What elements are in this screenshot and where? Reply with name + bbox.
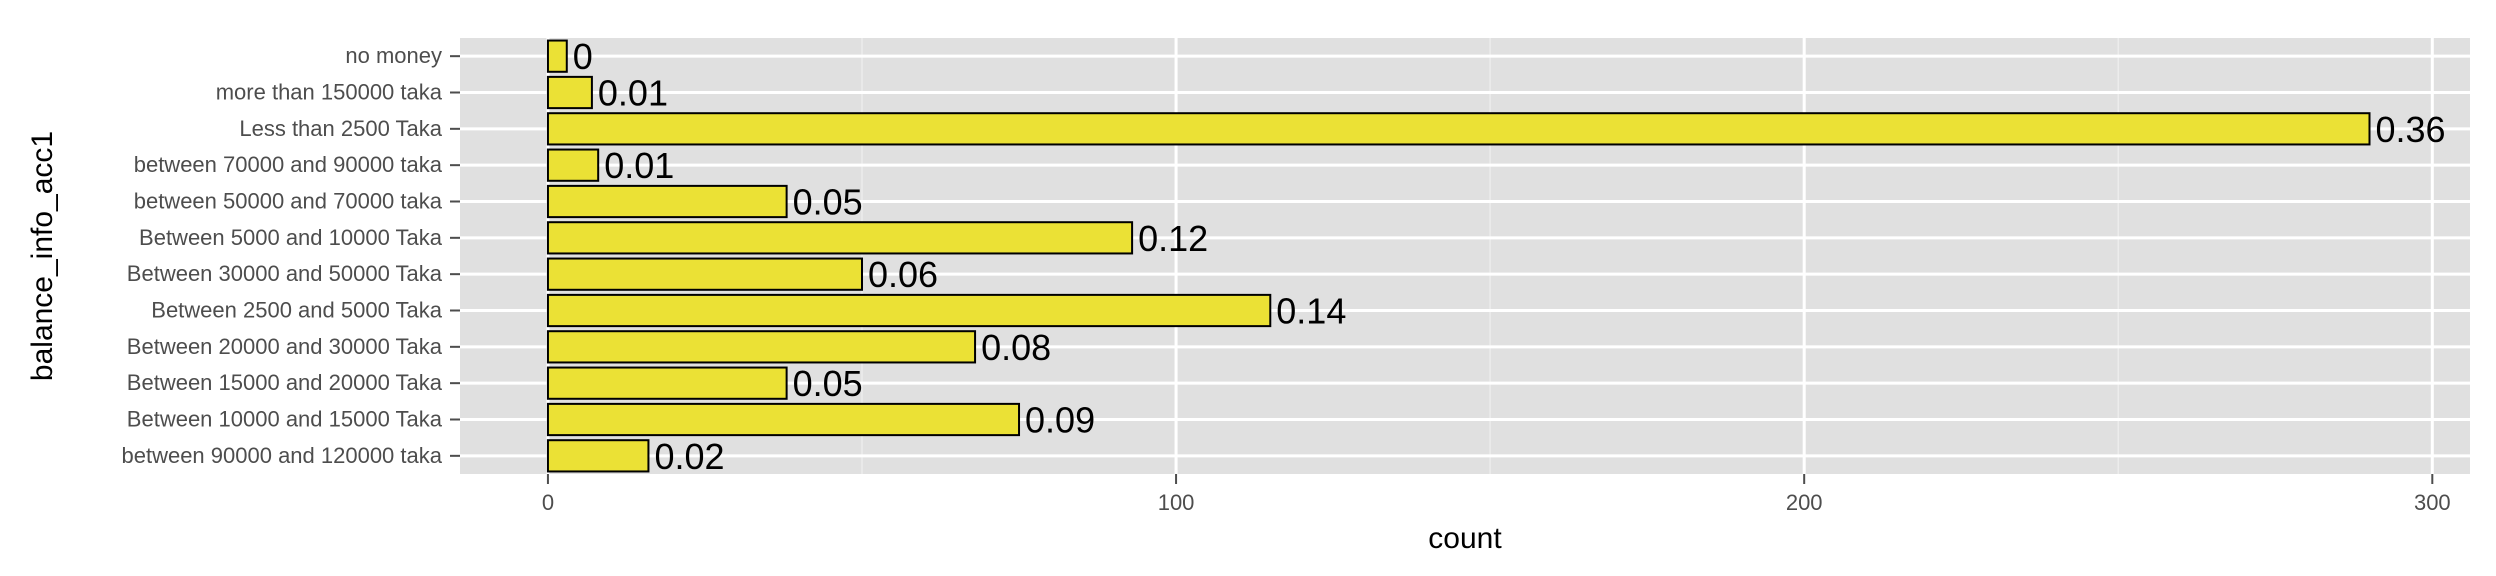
y-axis-title: balance_info_acc1 xyxy=(26,131,59,381)
bar xyxy=(546,439,650,473)
data-label: 0.02 xyxy=(654,436,724,477)
bar xyxy=(546,184,788,219)
bar xyxy=(546,75,593,110)
data-label: 0.01 xyxy=(604,145,674,186)
y-tick-label: Between 10000 and 15000 Taka xyxy=(127,407,443,432)
x-axis-title: count xyxy=(1428,522,1502,555)
y-tick-label: Between 15000 and 20000 Taka xyxy=(127,370,443,395)
data-label: 0.06 xyxy=(868,254,938,295)
data-label: 0.01 xyxy=(598,73,668,114)
x-tick-label: 0 xyxy=(542,490,554,515)
x-tick-label: 200 xyxy=(1786,490,1823,515)
data-label: 0.05 xyxy=(793,363,863,404)
data-label: 0.12 xyxy=(1138,218,1208,259)
y-tick-label: Less than 2500 Taka xyxy=(239,116,442,141)
bar xyxy=(546,402,1021,437)
x-tick-label: 100 xyxy=(1158,490,1195,515)
data-label: 0.09 xyxy=(1025,400,1095,441)
bar xyxy=(546,257,863,291)
bar xyxy=(546,39,568,73)
bar xyxy=(546,366,788,400)
y-tick-label: between 70000 and 90000 taka xyxy=(134,152,443,177)
x-tick-label: 300 xyxy=(2414,490,2451,515)
data-label: 0.08 xyxy=(981,327,1051,368)
plot-panel xyxy=(460,38,2470,474)
y-tick-label: more than 150000 taka xyxy=(216,80,443,105)
data-label: 0.05 xyxy=(793,182,863,223)
y-tick-label: Between 2500 and 5000 Taka xyxy=(151,298,442,323)
data-label: 0.36 xyxy=(2376,109,2446,150)
bar xyxy=(546,112,2371,146)
y-tick-label: no money xyxy=(345,43,442,68)
bar xyxy=(546,148,600,182)
bar xyxy=(546,221,1134,255)
y-tick-label: between 50000 and 70000 taka xyxy=(134,189,443,214)
data-label: 0 xyxy=(573,36,593,77)
data-label: 0.14 xyxy=(1276,291,1346,332)
bars xyxy=(546,39,2371,473)
y-tick-label: between 90000 and 120000 taka xyxy=(121,443,442,468)
bar xyxy=(546,293,1272,328)
x-axis: 0 100 200 300 xyxy=(542,474,2451,515)
bar xyxy=(546,330,977,364)
y-axis: no money more than 150000 taka Less than 2… xyxy=(121,43,460,468)
data-labels: 00.010.360.010.050.120.060.140.080.050.0… xyxy=(573,36,2446,477)
y-tick-label: Between 20000 and 30000 Taka xyxy=(127,334,443,359)
y-tick-label: Between 5000 and 10000 Taka xyxy=(139,225,443,250)
y-tick-label: Between 30000 and 50000 Taka xyxy=(127,261,443,286)
